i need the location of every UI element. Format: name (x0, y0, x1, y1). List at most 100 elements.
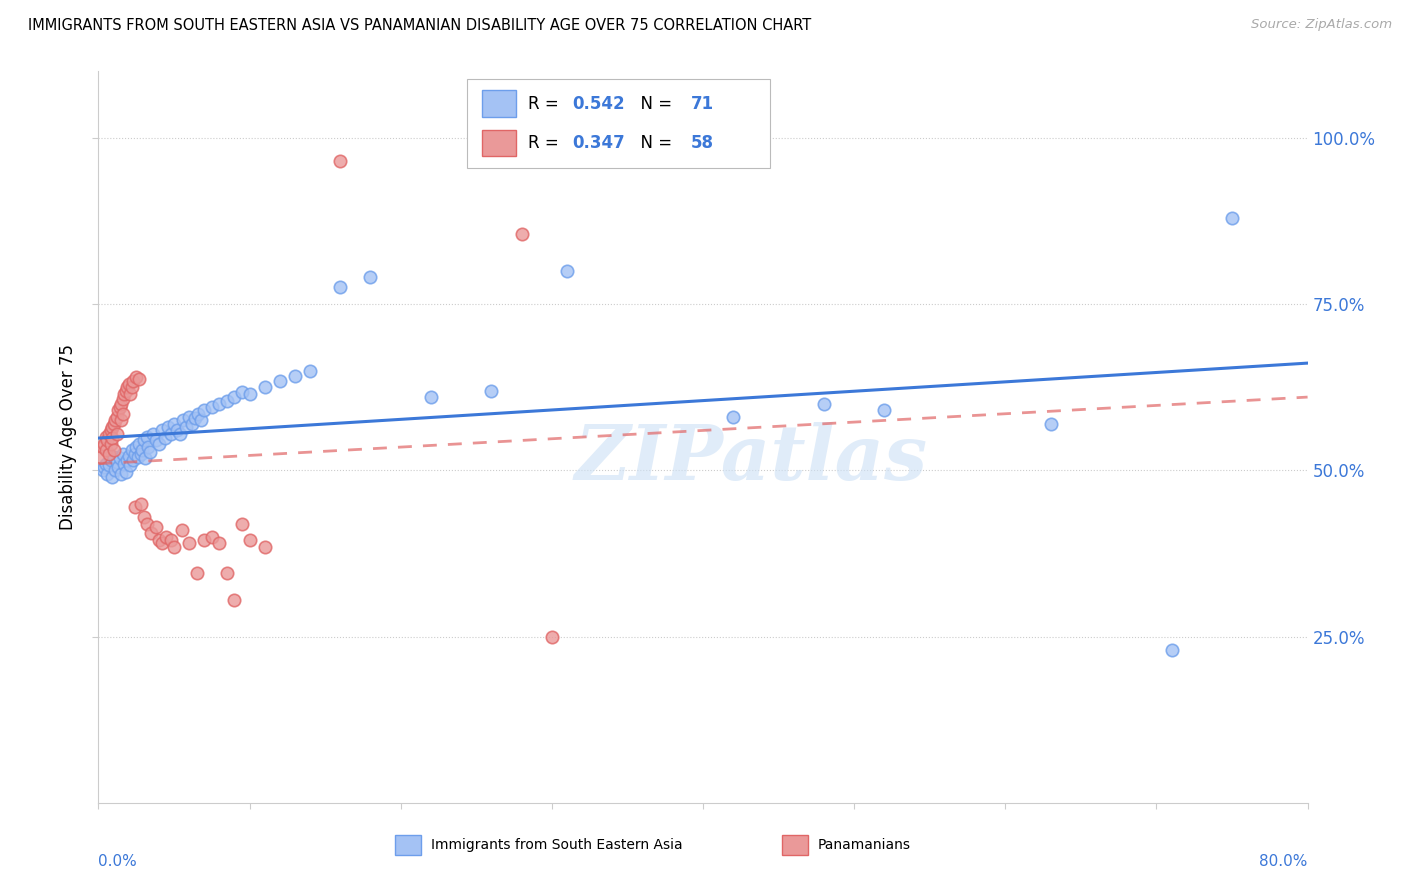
Point (329, 280, 352, 294)
Point (166, 424, 188, 438)
Point (190, 413, 212, 427)
Point (108, 451, 131, 466)
Point (120, 387, 142, 401)
Point (201, 400, 224, 414)
Point (136, 440, 159, 454)
Point (132, 434, 155, 448)
Point (141, 526, 163, 541)
Text: 80.0%: 80.0% (1260, 854, 1308, 869)
Point (150, 424, 173, 438)
Point (104, 463, 127, 477)
Point (91, 463, 114, 477)
Point (193, 403, 215, 417)
Point (139, 444, 162, 458)
Point (101, 470, 124, 484)
Point (104, 413, 127, 427)
Point (148, 533, 170, 548)
Point (98, 426, 121, 441)
Point (153, 431, 176, 445)
Point (108, 400, 131, 414)
Point (155, 530, 177, 544)
Text: IMMIGRANTS FROM SOUTH EASTERN ASIA VS PANAMANIAN DISABILITY AGE OVER 75 CORRELAT: IMMIGRANTS FROM SOUTH EASTERN ASIA VS PA… (28, 18, 811, 33)
Text: N =: N = (630, 134, 678, 152)
Point (172, 413, 194, 427)
Point (299, 363, 322, 377)
Point (179, 410, 201, 425)
Point (169, 426, 191, 441)
Point (129, 497, 152, 511)
Point (181, 417, 204, 431)
Point (103, 450, 125, 464)
Point (160, 426, 183, 441)
Point (239, 387, 262, 401)
Point (131, 443, 153, 458)
Point (103, 417, 125, 431)
Point (253, 380, 276, 394)
Point (269, 374, 291, 388)
Point (105, 426, 128, 441)
Point (156, 420, 179, 434)
Point (120, 458, 142, 472)
Bar (482, 129, 516, 156)
Point (93, 460, 115, 475)
Point (110, 467, 132, 481)
Point (1220, 211, 1243, 225)
Point (98, 458, 121, 472)
Point (118, 376, 141, 391)
Point (163, 540, 186, 554)
Point (111, 447, 134, 461)
Point (94, 457, 117, 471)
Point (98, 447, 121, 461)
Point (124, 500, 146, 514)
Text: 0.347: 0.347 (572, 134, 626, 152)
Text: ZIPatlas: ZIPatlas (575, 422, 928, 496)
Point (107, 403, 129, 417)
Point (127, 450, 149, 464)
Text: N =: N = (630, 95, 678, 112)
Point (231, 384, 253, 399)
Point (253, 540, 276, 554)
Point (114, 384, 136, 398)
Point (100, 436, 122, 450)
Point (128, 436, 150, 450)
Point (122, 453, 145, 467)
Point (284, 368, 307, 383)
Point (135, 430, 157, 444)
Point (100, 424, 122, 438)
Point (105, 410, 128, 425)
Point (873, 403, 896, 417)
Text: R =: R = (527, 95, 564, 112)
Point (1160, 643, 1182, 657)
Bar (782, 835, 808, 855)
Point (186, 566, 208, 581)
Point (121, 443, 143, 458)
Point (360, 270, 382, 285)
Point (145, 520, 167, 534)
Point (112, 457, 135, 471)
Point (129, 447, 152, 461)
Point (110, 397, 132, 411)
Point (93, 436, 115, 450)
Point (163, 417, 186, 431)
Point (215, 393, 238, 408)
Point (187, 407, 209, 421)
Point (115, 380, 138, 394)
Point (125, 370, 148, 384)
Point (510, 227, 533, 242)
Point (813, 397, 835, 411)
Point (723, 410, 745, 425)
Point (1039, 417, 1062, 431)
Point (215, 566, 238, 581)
Point (135, 516, 157, 531)
Point (142, 426, 165, 441)
Point (193, 533, 215, 548)
Point (148, 436, 170, 450)
Text: Immigrants from South Eastern Asia: Immigrants from South Eastern Asia (432, 838, 682, 852)
Y-axis label: Disability Age Over 75: Disability Age Over 75 (59, 344, 77, 530)
Text: 71: 71 (690, 95, 714, 112)
Point (90, 450, 112, 464)
Text: 0.542: 0.542 (572, 95, 626, 112)
Point (96, 434, 118, 448)
Point (91, 440, 114, 454)
Point (100, 453, 122, 467)
